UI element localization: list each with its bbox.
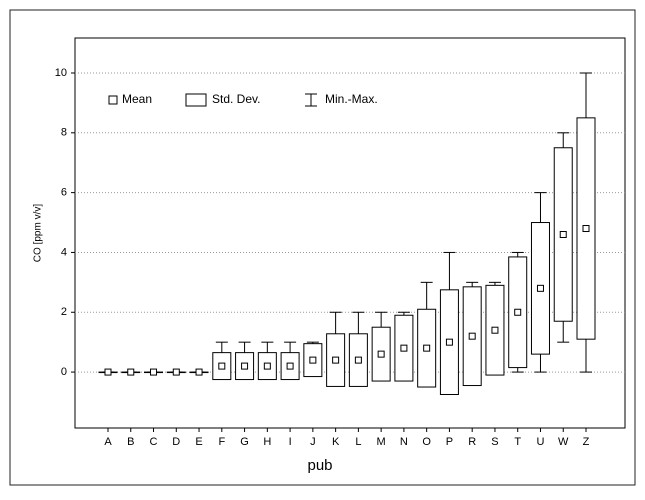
x-tick-label: F [218,436,225,448]
x-tick-label: M [377,436,386,448]
x-tick-label: P [446,436,453,448]
mean-marker [150,368,158,376]
x-tick-label: W [558,436,569,448]
mean-marker [559,230,567,238]
y-tick-label: 0 [61,366,67,378]
mean-marker [263,362,271,370]
frame [9,9,636,486]
mean-marker [241,362,249,370]
x-axis-label: pub [307,457,332,474]
x-tick-label: E [195,436,202,448]
y-tick-label: 8 [61,127,67,139]
legend-label: Min.-Max. [325,92,378,106]
mean-marker [286,362,294,370]
legend-mean-icon [108,95,118,105]
x-tick-label: C [150,436,158,448]
x-tick-label: U [536,436,544,448]
mean-marker [172,368,180,376]
x-tick-label: Z [583,436,590,448]
legend-box-icon [185,93,207,107]
x-tick-label: N [400,436,408,448]
y-axis-label: CO [ppm v/v] [33,204,44,263]
y-tick-label: 10 [55,67,67,79]
mean-marker [127,368,135,376]
legend: Mean Std. Dev. Min.-Max. [108,92,378,107]
legend-label: Mean [122,92,152,106]
mean-marker [218,362,226,370]
x-tick-label: L [355,436,361,448]
legend-whisker-icon [305,93,317,107]
mean-marker [354,356,362,364]
mean-marker [536,284,544,292]
x-tick-label: S [491,436,498,448]
x-tick-label: I [289,436,292,448]
mean-marker [104,368,112,376]
x-tick-label: A [104,436,112,448]
mean-marker [423,344,431,352]
mean-marker [514,308,522,316]
mean-marker [445,338,453,346]
x-tick-label: D [172,436,180,448]
mean-marker [400,344,408,352]
mean-marker [468,332,476,340]
x-tick-label: K [332,436,340,448]
mean-marker [377,350,385,358]
x-tick-label: B [127,436,134,448]
legend-label: Std. Dev. [212,92,260,106]
y-tick-label: 2 [61,306,67,318]
plot-area [74,37,626,429]
mean-marker [332,356,340,364]
x-tick-label: O [422,436,431,448]
x-tick-label: G [240,436,249,448]
mean-marker [491,326,499,334]
mean-marker [309,356,317,364]
y-tick-label: 4 [61,246,67,258]
x-tick-label: T [514,436,521,448]
mean-marker [582,225,590,233]
x-tick-label: H [263,436,271,448]
x-tick-label: J [310,436,316,448]
x-tick-label: R [468,436,476,448]
mean-marker [195,368,203,376]
y-tick-label: 6 [61,187,67,199]
